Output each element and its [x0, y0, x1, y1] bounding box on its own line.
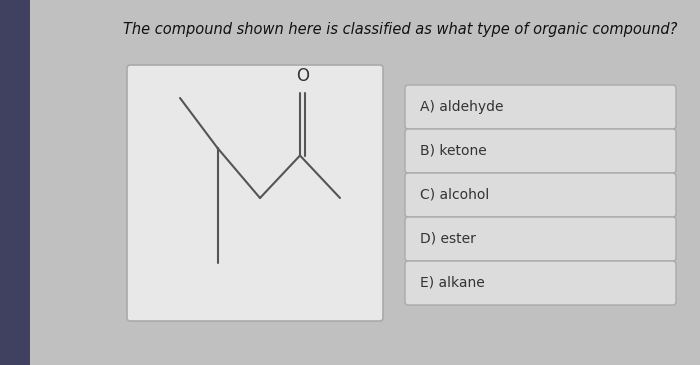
- Text: C) alcohol: C) alcohol: [420, 188, 489, 202]
- Text: A) aldehyde: A) aldehyde: [420, 100, 503, 114]
- Text: E) alkane: E) alkane: [420, 276, 484, 290]
- FancyBboxPatch shape: [405, 85, 676, 129]
- Text: B) ketone: B) ketone: [420, 144, 486, 158]
- FancyBboxPatch shape: [405, 217, 676, 261]
- Text: The compound shown here is classified as what type of organic compound?: The compound shown here is classified as…: [122, 22, 677, 37]
- Polygon shape: [0, 0, 30, 365]
- FancyBboxPatch shape: [405, 129, 676, 173]
- Text: D) ester: D) ester: [420, 232, 476, 246]
- FancyBboxPatch shape: [127, 65, 383, 321]
- FancyBboxPatch shape: [405, 261, 676, 305]
- Text: O: O: [297, 67, 309, 85]
- FancyBboxPatch shape: [405, 173, 676, 217]
